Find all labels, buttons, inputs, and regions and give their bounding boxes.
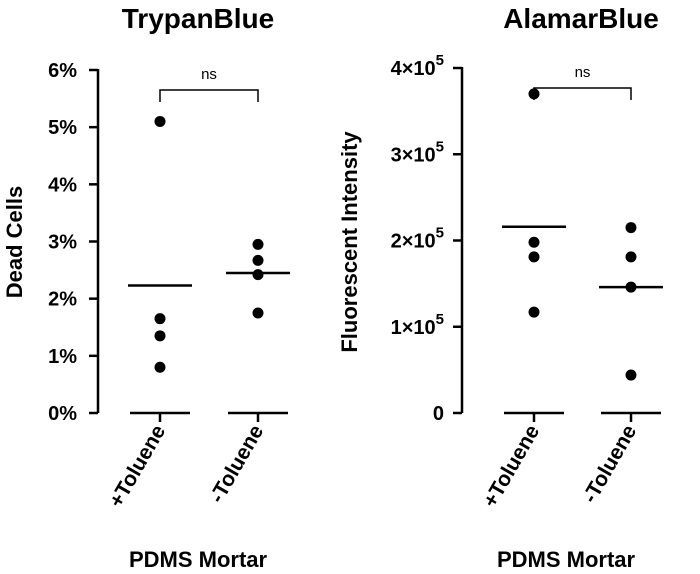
y-tick-label: 2×105 — [391, 225, 444, 253]
y-tick-label: 6% — [48, 60, 77, 82]
y-tick-exponent: 5 — [436, 225, 444, 242]
y-tick-label: 3% — [48, 232, 77, 254]
y-tick-mantissa: 4×10 — [391, 58, 436, 80]
y-tick-exponent: 5 — [436, 311, 444, 328]
data-point — [154, 330, 166, 342]
data-point — [625, 369, 637, 381]
y-tick-exponent: 5 — [436, 52, 444, 69]
y-tick-label: 4×105 — [391, 52, 444, 80]
y-axis-title: Fluorescent Intensity — [337, 131, 362, 353]
y-tick-label: 3×105 — [391, 138, 444, 166]
y-tick-label: 4% — [48, 174, 77, 196]
alamarblue-panel: AlamarBlue01×1052×1053×1054×105Fluoresce… — [337, 3, 663, 572]
y-tick-exponent: 5 — [436, 138, 444, 155]
data-point — [625, 251, 637, 263]
data-point — [625, 222, 637, 234]
data-point — [252, 238, 264, 250]
data-point — [252, 269, 264, 281]
x-category-label: -Toluene — [205, 421, 268, 507]
y-axis-title: Dead Cells — [2, 186, 27, 299]
data-point — [528, 236, 540, 248]
x-category-label: +Toluene — [479, 421, 545, 511]
data-point — [252, 307, 264, 319]
significance-label: ns — [575, 64, 591, 81]
chart-title: AlamarBlue — [503, 3, 659, 34]
y-tick-label: 2% — [48, 289, 77, 311]
data-point — [252, 254, 264, 266]
significance-bracket — [159, 89, 259, 102]
x-category-label: +Toluene — [105, 421, 171, 511]
trypanblue-panel: TrypanBlue 0% 1% 2% 3% 4% 5% 6% Dead Cells +Tolue… — [2, 3, 290, 572]
data-point — [528, 251, 540, 263]
data-point — [528, 306, 540, 318]
y-tick-label: 1×105 — [391, 311, 444, 339]
y-tick-mantissa: 2×10 — [391, 231, 436, 253]
y-tick-label: 0 — [433, 403, 444, 425]
data-point — [154, 361, 166, 373]
data-point — [154, 313, 166, 325]
data-point — [154, 115, 166, 127]
y-tick-label: 5% — [48, 117, 77, 139]
y-tick-label: 1% — [48, 346, 77, 368]
y-tick-label: 0% — [48, 403, 77, 425]
y-tick-mantissa: 3×10 — [391, 144, 436, 166]
significance-bracket — [533, 87, 632, 100]
x-axis-title: PDMS Mortar — [497, 547, 636, 572]
significance-label: ns — [201, 66, 217, 83]
y-tick-mantissa: 1×10 — [391, 317, 436, 339]
chart-title: TrypanBlue — [122, 3, 274, 34]
x-category-label: -Toluene — [578, 421, 641, 507]
x-axis-title: PDMS Mortar — [129, 547, 268, 572]
